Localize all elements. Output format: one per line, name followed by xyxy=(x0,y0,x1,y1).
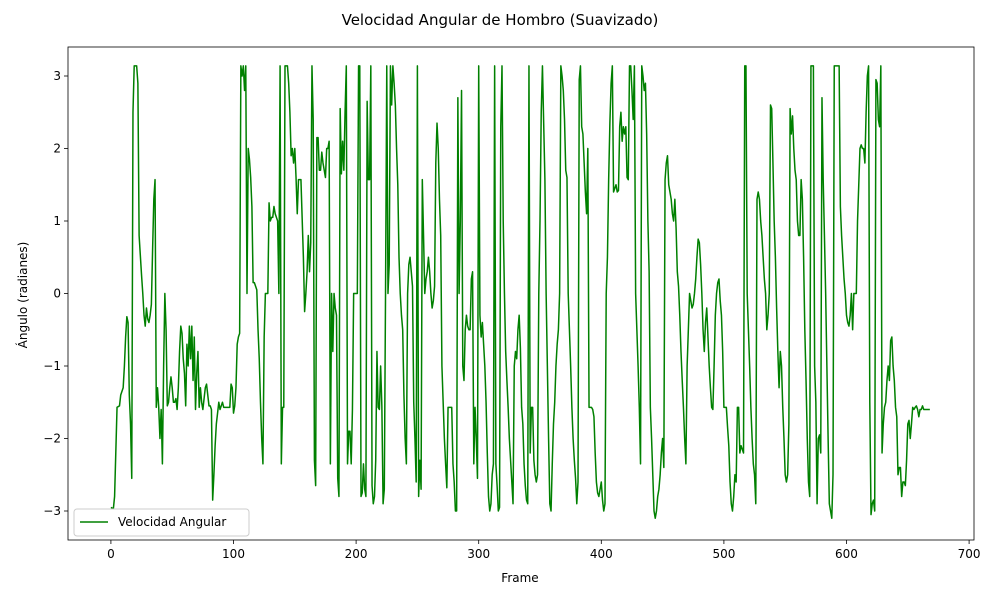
y-tick-label: −3 xyxy=(43,504,61,518)
y-tick-label: 3 xyxy=(53,69,61,83)
x-tick-label: 400 xyxy=(590,547,613,561)
legend-label: Velocidad Angular xyxy=(118,515,226,529)
x-tick-label: 500 xyxy=(712,547,735,561)
y-tick-label: 0 xyxy=(53,287,61,301)
series-line-0 xyxy=(110,65,930,519)
x-tick-label: 700 xyxy=(958,547,981,561)
x-axis-label: Frame xyxy=(501,571,538,585)
y-tick-label: −1 xyxy=(43,359,61,373)
x-tick-label: 600 xyxy=(835,547,858,561)
x-tick-label: 100 xyxy=(222,547,245,561)
y-tick-label: 2 xyxy=(53,142,61,156)
x-tick-label: 200 xyxy=(345,547,368,561)
y-tick-label: 1 xyxy=(53,214,61,228)
y-tick-label: −2 xyxy=(43,432,61,446)
x-tick-label: 300 xyxy=(467,547,490,561)
legend: Velocidad Angular xyxy=(73,508,250,537)
y-axis-label: Ángulo (radianes) xyxy=(15,242,30,349)
plot-area: 0 100 200 300 400 500 600 700 −3 −2 −1 0 1 2 3 xyxy=(43,46,981,561)
chart-title: Velocidad Angular de Hombro (Suavizado) xyxy=(342,11,659,29)
legend-box xyxy=(73,508,250,537)
x-tick-label: 0 xyxy=(107,547,115,561)
plot-frame xyxy=(67,46,975,541)
